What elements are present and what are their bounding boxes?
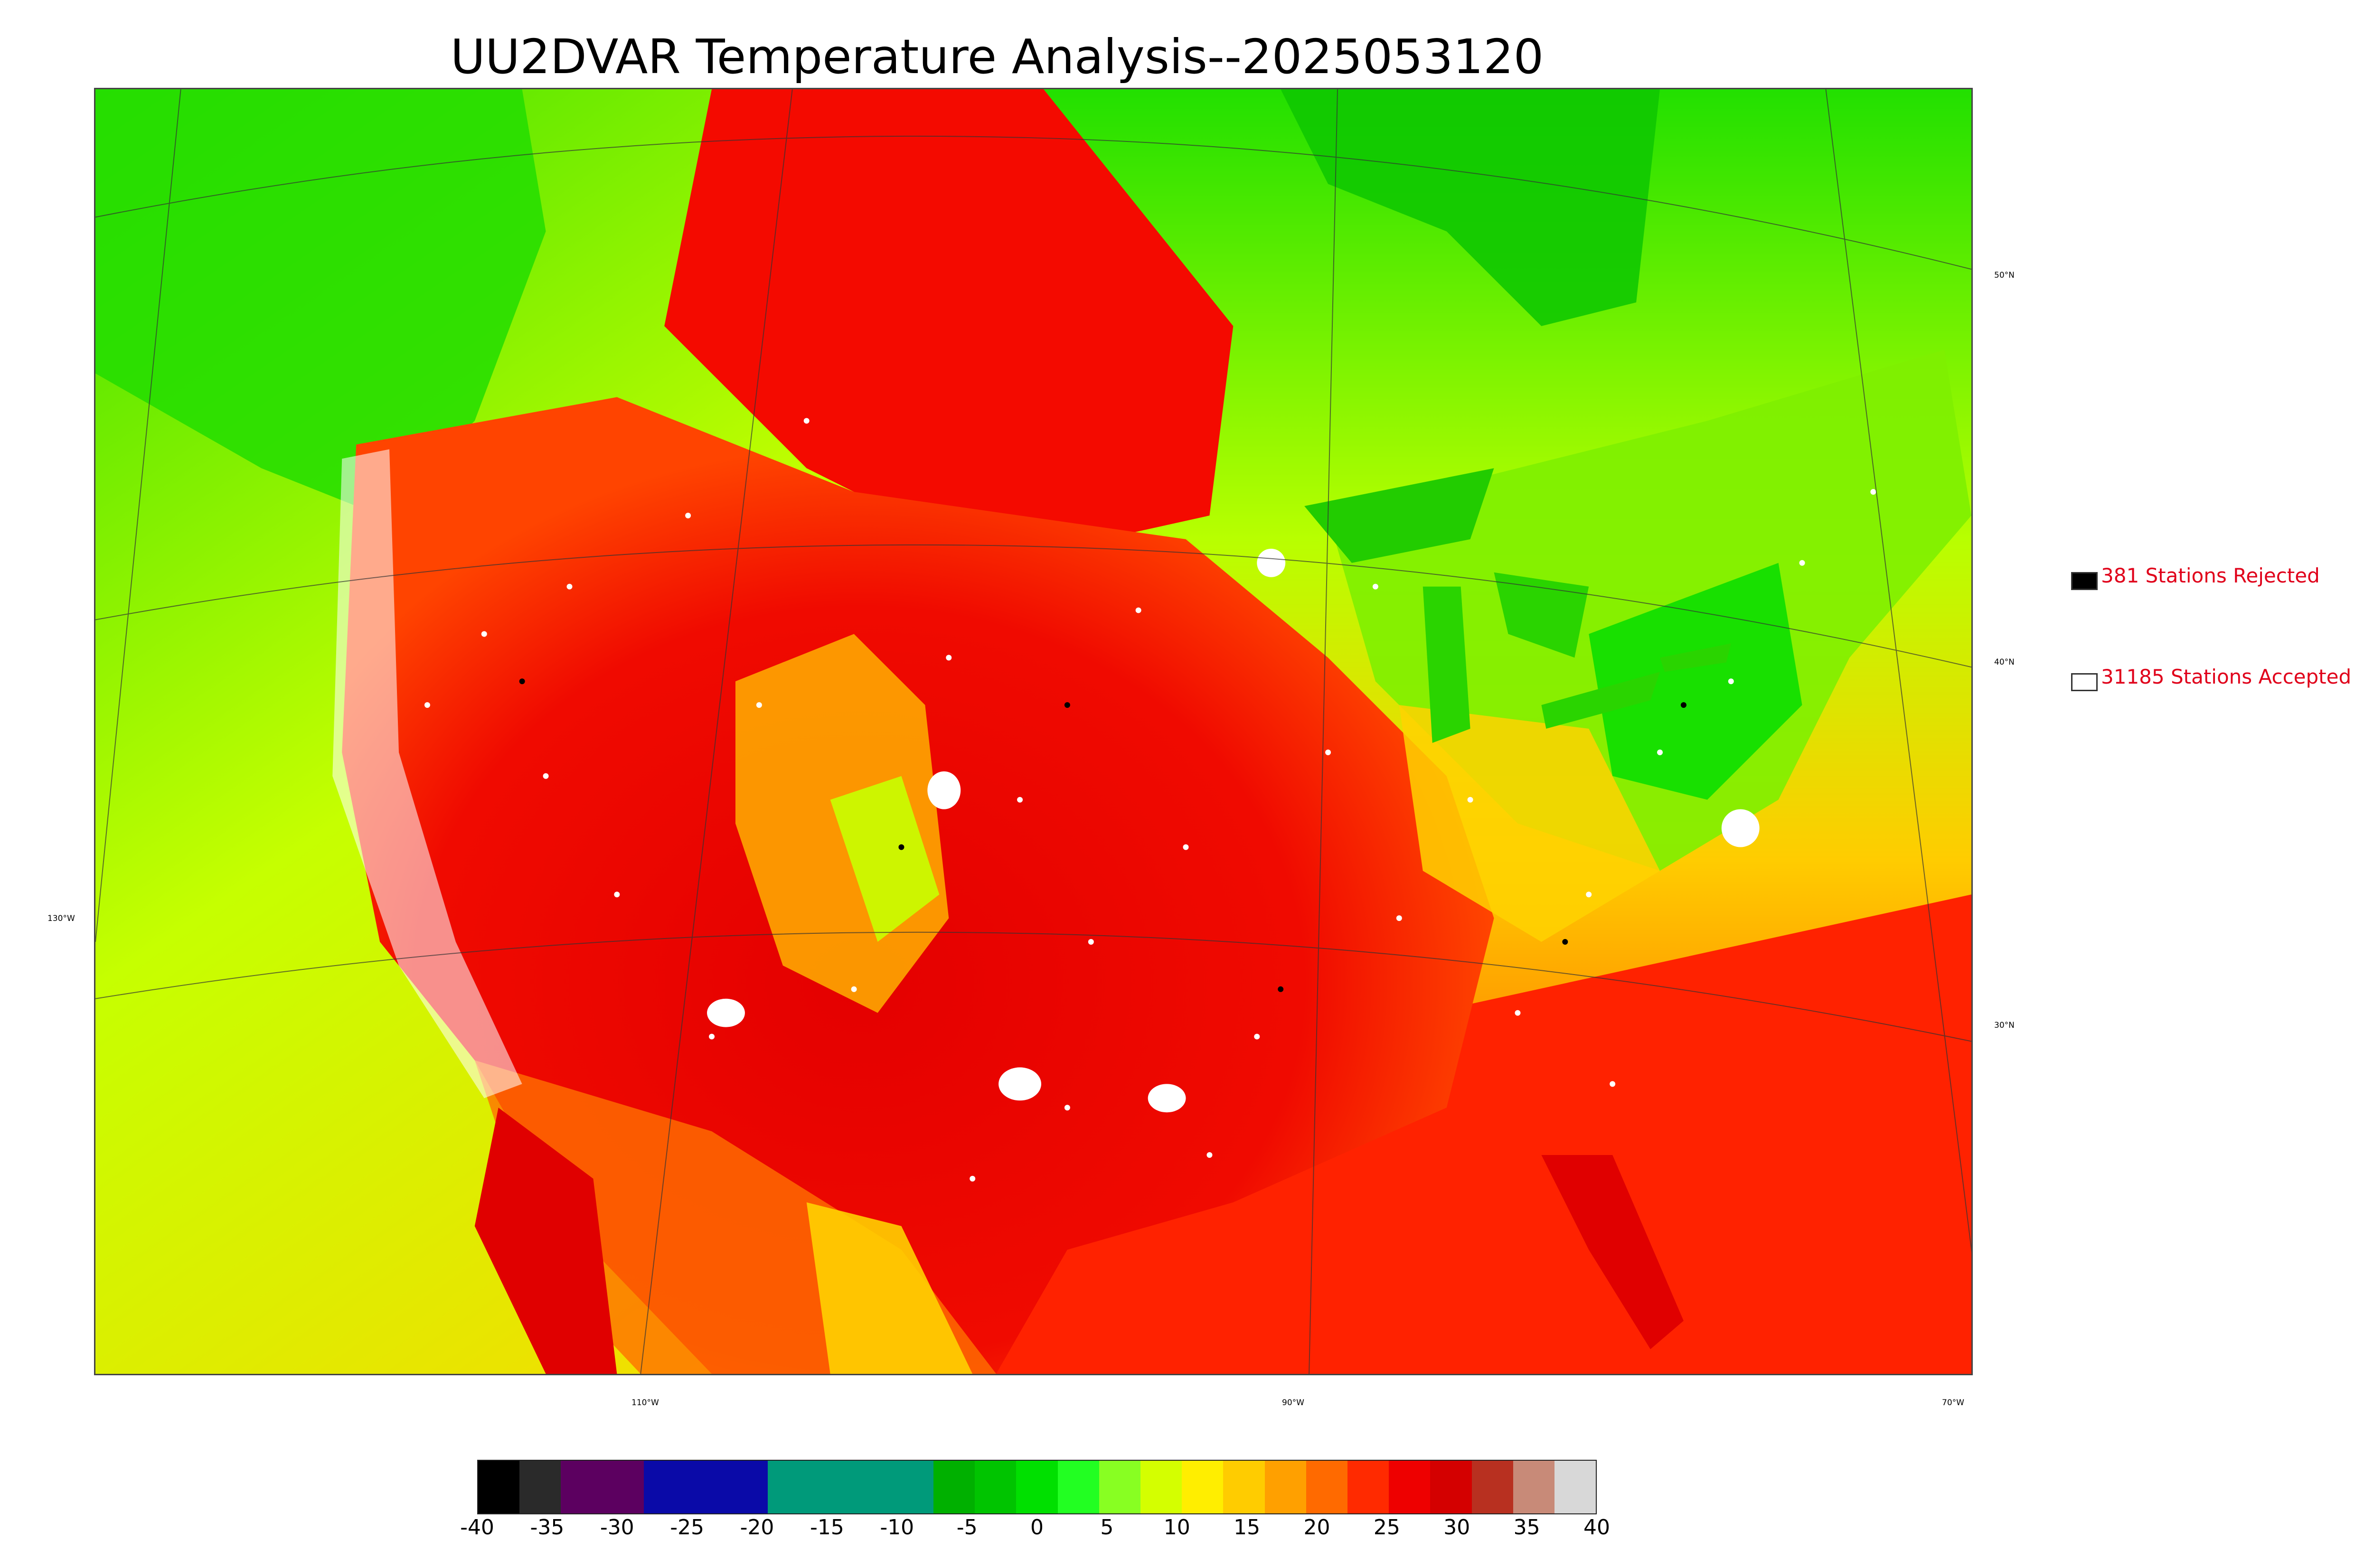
- lon-label-90w: 90°W: [1282, 1398, 1304, 1408]
- hudson-bay-field: [1281, 89, 1660, 326]
- temperature-colorbar: [477, 1460, 1597, 1514]
- graticule: [95, 89, 1971, 1374]
- accepted-legend-label: 31185 Stations Accepted: [2101, 665, 2352, 688]
- accepted-legend-swatch: [2071, 673, 2098, 691]
- colorbar-segment: [726, 1461, 768, 1513]
- colorbar-segment: [892, 1461, 934, 1513]
- western-canada-field: [95, 89, 546, 516]
- ohio-valley-field: [1399, 705, 1660, 942]
- rejected-legend-label: 381 Stations Rejected: [2101, 564, 2320, 587]
- colorbar-segment: [1140, 1461, 1182, 1513]
- colorbar-segment: [478, 1461, 520, 1513]
- colorbar-segment: [768, 1461, 810, 1513]
- colorbar-segment: [685, 1461, 727, 1513]
- baja-field: [474, 1108, 617, 1374]
- colorbar-tick-label: 40: [1583, 1515, 1610, 1540]
- colorbar-segment: [1057, 1461, 1099, 1513]
- colorbar-tick-label: 35: [1513, 1515, 1540, 1540]
- colorbar-segment: [561, 1461, 603, 1513]
- lake-huron: [1494, 572, 1589, 658]
- colorbar-segment: [1389, 1461, 1431, 1513]
- colorbar-tick-label: 30: [1443, 1515, 1470, 1540]
- colorbar-segment: [643, 1461, 685, 1513]
- prairie-hot-field: [664, 89, 1234, 563]
- florida-field: [1541, 1155, 1684, 1350]
- colorbar-tick-label: -40: [460, 1515, 494, 1540]
- lake-ontario: [1659, 643, 1731, 672]
- lat-label-30n: 30°N: [1994, 1021, 2015, 1030]
- colorbar-tick-label: 5: [1100, 1515, 1114, 1540]
- colorbar-tick-label: -25: [670, 1515, 705, 1540]
- rejected-legend-swatch: [2071, 572, 2098, 590]
- colorbar-tick-label: 0: [1030, 1515, 1044, 1540]
- colorbar-segment: [602, 1461, 644, 1513]
- colorbar-segment: [519, 1461, 561, 1513]
- west-coast-station-cluster: [332, 449, 522, 1099]
- colorbar-tick-label: -10: [880, 1515, 914, 1540]
- colorbar-segment: [1016, 1461, 1058, 1513]
- lake-erie: [1541, 672, 1660, 729]
- lake-superior: [1304, 468, 1494, 563]
- colorbar-segment: [1099, 1461, 1140, 1513]
- colorbar-segment: [1347, 1461, 1389, 1513]
- lon-label-130w: 130°W: [47, 914, 75, 923]
- new-york-cool-field: [1589, 563, 1802, 800]
- colorbar-segment: [1223, 1461, 1265, 1513]
- lon-label-110w: 110°W: [631, 1398, 659, 1408]
- colorbar-tick-label: 20: [1303, 1515, 1330, 1540]
- colorbar-segment: [975, 1461, 1017, 1513]
- colorbar-tick-label: -35: [530, 1515, 565, 1540]
- colorbar-tick-label: -15: [810, 1515, 844, 1540]
- lat-label-40n: 40°N: [1994, 657, 2015, 667]
- gulf-of-mexico-field: [996, 894, 1971, 1374]
- colorbar-tick-label: 10: [1163, 1515, 1190, 1540]
- colorbar-segment: [1430, 1461, 1472, 1513]
- mexican-plateau-field: [806, 1202, 973, 1374]
- colorbar-segment: [1471, 1461, 1513, 1513]
- lake-michigan: [1423, 586, 1470, 743]
- colorbar-segment: [933, 1461, 975, 1513]
- colorbar-segment: [1513, 1461, 1554, 1513]
- lat-label-50n: 50°N: [1994, 271, 2015, 280]
- rejected-stations: [519, 678, 1686, 992]
- accepted-stations: [424, 418, 1876, 1182]
- colorbar-tick-label: 15: [1234, 1515, 1261, 1540]
- temperature-map: [94, 88, 1973, 1375]
- colorbar-tick-label: -30: [600, 1515, 634, 1540]
- colorbar-tick-label: 25: [1373, 1515, 1400, 1540]
- colorbar-tick-label: -20: [740, 1515, 774, 1540]
- colorbar-segment: [1182, 1461, 1224, 1513]
- lon-label-70w: 70°W: [1942, 1398, 1964, 1408]
- map-title: UU2DVAR Temperature Analysis--2025053120: [450, 29, 1544, 85]
- colorbar-segment: [1264, 1461, 1306, 1513]
- colorbar-segment: [1306, 1461, 1347, 1513]
- colorado-cool-field: [830, 776, 940, 942]
- colorbar-tick-label: -5: [956, 1515, 978, 1540]
- colorbar-segment: [809, 1461, 851, 1513]
- colorbar-segment: [850, 1461, 892, 1513]
- temperature-field: [95, 89, 1971, 1374]
- colorbar-segment: [1554, 1461, 1596, 1513]
